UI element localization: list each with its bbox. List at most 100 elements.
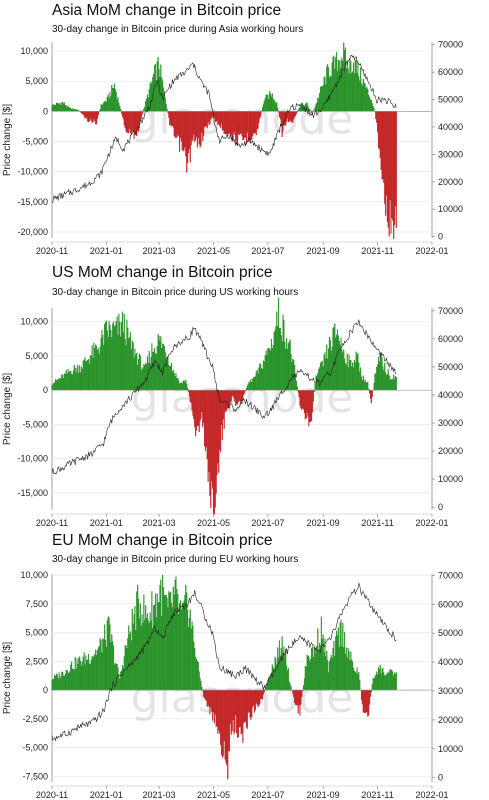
bar xyxy=(69,671,71,691)
bar xyxy=(57,678,59,691)
bar xyxy=(300,390,302,409)
bar xyxy=(234,689,236,733)
bar xyxy=(72,108,74,112)
bar xyxy=(100,104,102,112)
bar xyxy=(104,624,106,691)
x-tick-label: 2021-01 xyxy=(90,518,123,528)
bar xyxy=(231,390,233,396)
bar xyxy=(256,689,258,705)
bar xyxy=(194,648,196,691)
bar xyxy=(243,689,245,724)
bar xyxy=(121,111,124,117)
y2-tick-label: 10000 xyxy=(438,744,463,754)
bar xyxy=(307,655,309,691)
bar xyxy=(257,689,259,708)
bar xyxy=(295,380,297,391)
bar xyxy=(152,628,154,691)
y-tick-label: -5,000 xyxy=(22,743,48,753)
bar xyxy=(81,661,83,691)
x-tick-label: 2021-01 xyxy=(90,790,123,800)
bar xyxy=(377,111,380,149)
bar xyxy=(126,319,128,391)
bar-series xyxy=(51,298,397,515)
bar xyxy=(352,667,355,691)
bar xyxy=(133,357,135,391)
bar xyxy=(348,354,350,391)
bar xyxy=(76,367,78,391)
bar xyxy=(118,675,120,691)
bar xyxy=(386,374,388,391)
bar xyxy=(68,372,70,391)
bar xyxy=(252,689,254,708)
bar xyxy=(381,357,383,391)
bar xyxy=(371,103,373,112)
bar xyxy=(344,49,346,112)
bar xyxy=(119,106,121,112)
bar xyxy=(245,387,248,391)
x-tick-label: 2021-03 xyxy=(143,790,176,800)
bar xyxy=(345,647,347,691)
bar xyxy=(334,656,336,691)
bar xyxy=(227,689,229,780)
bar xyxy=(110,329,112,391)
bar xyxy=(185,585,187,691)
bar xyxy=(206,689,208,707)
bar xyxy=(182,111,184,152)
bar xyxy=(382,366,384,391)
bar xyxy=(250,689,252,720)
bar xyxy=(370,689,372,693)
bar xyxy=(195,111,198,137)
bar xyxy=(195,111,197,140)
bar xyxy=(190,628,192,691)
bar xyxy=(231,689,233,732)
bar xyxy=(220,111,222,128)
bar xyxy=(162,574,164,691)
bar xyxy=(385,674,387,691)
bar xyxy=(358,671,360,691)
bar xyxy=(143,594,145,691)
bar xyxy=(307,390,309,417)
bar xyxy=(275,326,277,391)
bar xyxy=(252,111,254,136)
bar xyxy=(362,375,364,391)
bar xyxy=(71,374,73,391)
bar xyxy=(247,689,249,713)
bar xyxy=(130,349,132,391)
bar xyxy=(310,658,312,691)
bar xyxy=(64,105,66,112)
bar xyxy=(327,64,329,112)
bar xyxy=(97,348,99,391)
bar xyxy=(103,344,105,391)
bar xyxy=(367,89,369,112)
bar xyxy=(108,617,110,691)
bar xyxy=(388,671,390,691)
bar xyxy=(379,665,381,691)
bar xyxy=(327,348,330,391)
chart-plot: 10,000 7,500 5,000 2,500 0 -2,500 -5,000 -7,500… xyxy=(2,570,463,800)
bar xyxy=(187,626,190,691)
bar xyxy=(386,672,388,691)
bar xyxy=(337,627,339,691)
bar xyxy=(377,674,379,691)
bar xyxy=(275,658,277,691)
bar xyxy=(56,379,58,391)
bar xyxy=(109,324,111,391)
bar xyxy=(187,111,189,164)
bar xyxy=(209,111,211,125)
bar xyxy=(179,111,181,152)
bar xyxy=(203,111,206,128)
bar xyxy=(125,645,127,691)
bar xyxy=(370,99,372,112)
bar xyxy=(322,634,324,691)
bar xyxy=(121,322,123,391)
bar xyxy=(268,99,270,112)
bar xyxy=(236,689,239,738)
bar xyxy=(270,338,272,391)
bar xyxy=(230,111,232,136)
bar xyxy=(324,76,326,112)
bar xyxy=(240,111,242,134)
bar xyxy=(83,652,85,691)
bar xyxy=(211,689,213,712)
bar xyxy=(96,350,99,391)
bar xyxy=(293,359,295,391)
